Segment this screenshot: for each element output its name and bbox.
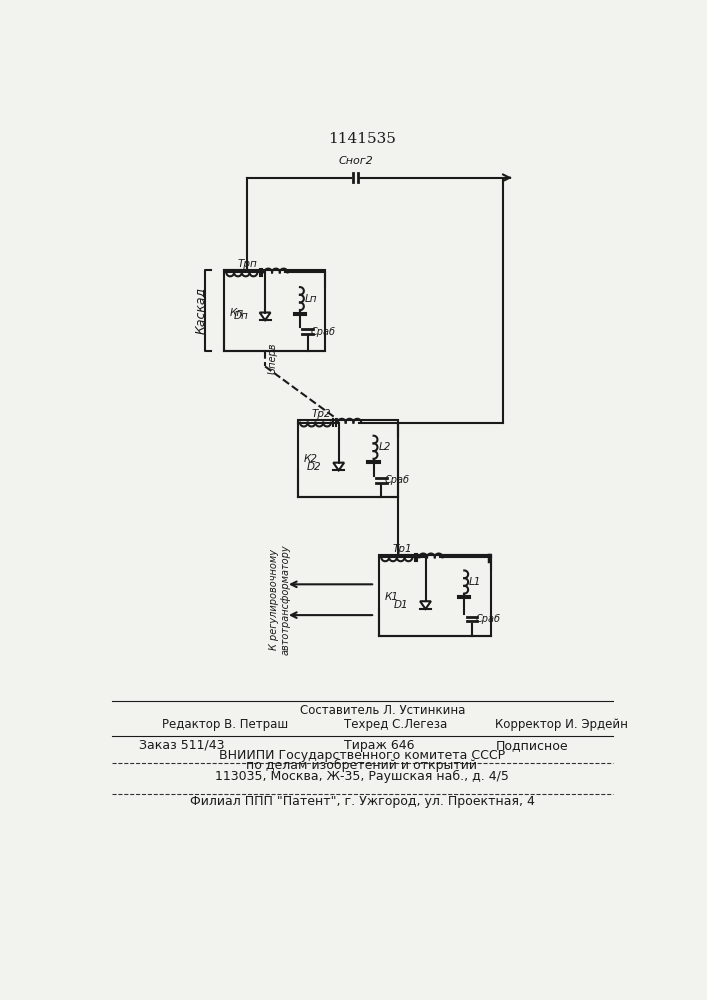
Text: Составитель Л. Устинкина: Составитель Л. Устинкина [300,704,466,717]
Text: Сраб: Сраб [475,614,500,624]
Text: Тр1: Тр1 [393,544,413,554]
Text: К2: К2 [304,454,318,464]
Text: Сног2: Сног2 [339,156,373,166]
Text: Тр2: Тр2 [312,409,331,419]
Polygon shape [420,601,431,609]
Text: Филиал ППП "Патент", г. Ужгород, ул. Проектная, 4: Филиал ППП "Патент", г. Ужгород, ул. Про… [189,795,534,808]
Text: Сраб: Сраб [311,327,336,337]
Text: Сраб: Сраб [385,475,409,485]
Text: Каскад: Каскад [194,287,207,334]
Text: Корректор И. Эрдейн: Корректор И. Эрдейн [495,718,628,731]
Text: L2: L2 [378,442,390,452]
Text: Редактор В. Петраш: Редактор В. Петраш [162,718,288,731]
Text: Подписное: Подписное [495,739,568,752]
Text: Техред С.Легеза: Техред С.Легеза [344,718,448,731]
Text: Кп: Кп [230,308,245,318]
Text: 1141535: 1141535 [328,132,396,146]
Bar [298,420,398,497]
Bar [379,555,491,636]
Polygon shape [333,463,344,470]
Text: 113035, Москва, Ж-35, Раушская наб., д. 4/5: 113035, Москва, Ж-35, Раушская наб., д. … [215,770,509,783]
Text: Трп: Трп [238,259,257,269]
Text: Тираж 646: Тираж 646 [344,739,414,752]
Polygon shape [259,312,271,320]
Text: Dп: Dп [233,311,248,321]
Text: Lп: Lп [305,294,317,304]
Text: D1: D1 [394,600,409,610]
Text: Заказ 511/43: Заказ 511/43 [139,739,224,752]
Bar [224,270,325,351]
Text: D2: D2 [307,462,322,472]
Text: по делам изобретений и открытий: по делам изобретений и открытий [247,759,477,772]
Text: Uперв: Uперв [267,343,277,374]
Text: ВНИИПИ Государственного комитета СССР: ВНИИПИ Государственного комитета СССР [219,749,505,762]
Text: К регулировочному
автотрансформатору: К регулировочному автотрансформатору [269,544,291,655]
Text: L1: L1 [469,577,481,587]
Text: К1: К1 [385,592,399,602]
